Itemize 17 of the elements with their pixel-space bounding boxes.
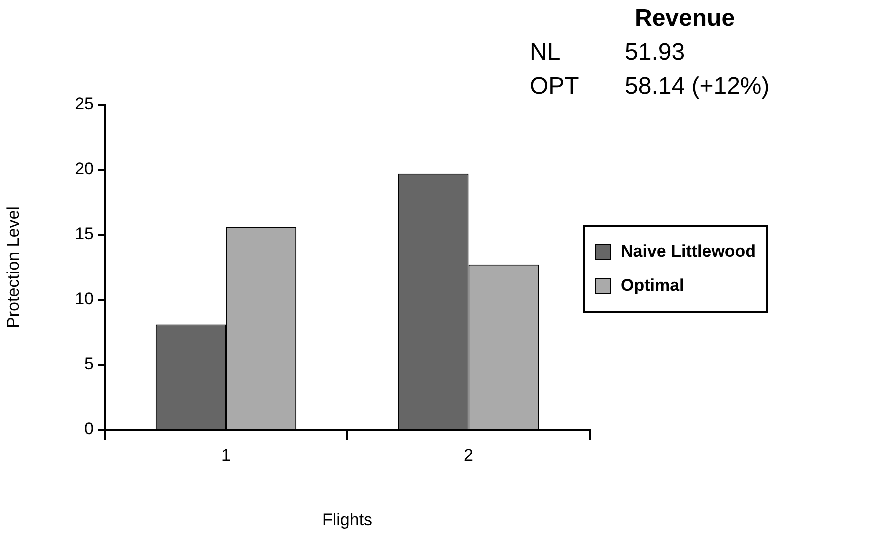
legend-label: Optimal [621,276,684,296]
y-tick-label: 5 [84,354,94,374]
y-tick-label: 0 [84,420,94,439]
text: OPT [530,72,580,102]
y-tick-label: 15 [75,224,94,244]
x-tick-label: 2 [464,446,474,465]
y-tick-label: 25 [75,94,94,114]
y-tick-label: 10 [75,290,94,309]
text: NL [530,38,562,68]
x-tick-label: 1 [222,446,231,465]
text: Revenue [634,4,736,34]
y-axis-title: Protection Level [4,206,23,328]
text: 51.93 [625,38,686,68]
text: 58.14 (+12%) [625,72,770,102]
x-axis-title: Flights [322,510,373,530]
legend-label: Naive Littlewood [621,242,756,262]
y-tick-label: 20 [75,160,94,179]
